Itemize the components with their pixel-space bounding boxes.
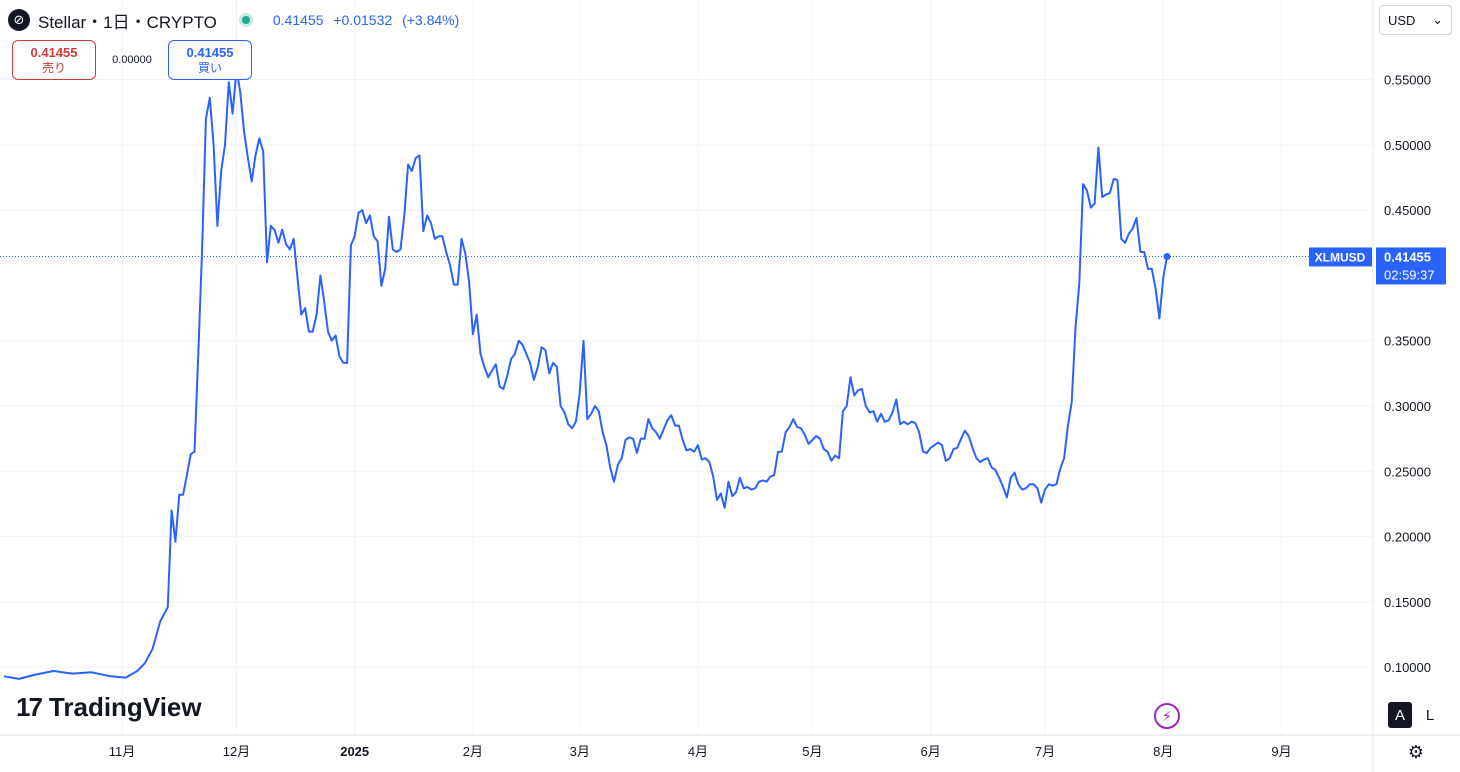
- x-tick-label: 2025: [340, 744, 369, 759]
- symbol-title[interactable]: Stellar・1日・CRYPTO: [38, 12, 217, 32]
- x-tick-label: 12月: [223, 744, 250, 759]
- y-tick-label: 0.20000: [1384, 530, 1431, 545]
- buy-button[interactable]: 0.41455 買い: [168, 40, 252, 80]
- x-tick-label: 5月: [802, 744, 822, 759]
- last-price-label: 0.41455 02:59:37: [1376, 247, 1446, 285]
- y-tick-label: 0.50000: [1384, 138, 1431, 153]
- y-tick-label: 0.25000: [1384, 464, 1431, 479]
- currency-select[interactable]: USD ⌄: [1379, 5, 1452, 35]
- price-value: 0.41455: [272, 12, 324, 28]
- stellar-logo-icon: ⊘: [8, 9, 30, 31]
- y-tick-label: 0.30000: [1384, 399, 1431, 414]
- y-tick-label: 0.10000: [1384, 660, 1431, 675]
- y-tick-label: 0.15000: [1384, 595, 1431, 610]
- last-price-dot: [1163, 252, 1171, 260]
- last-price-label-bg: [1376, 247, 1446, 285]
- currency-value: USD: [1388, 12, 1416, 28]
- countdown-text: 02:59:37: [1384, 267, 1435, 282]
- time-axis[interactable]: 11月 12月 2025 2月 3月 4月 5月 6月 7月 8月 9月: [109, 744, 1292, 759]
- tradingview-mark-icon: 17: [16, 692, 43, 722]
- tradingview-wordmark: TradingView: [48, 692, 202, 722]
- price-axis[interactable]: 0.10000 0.15000 0.20000 0.25000 0.30000 0.350…: [1384, 73, 1431, 675]
- lightning-icon[interactable]: ⚡: [1154, 703, 1180, 729]
- legend-bar: ⊘ Stellar・1日・CRYPTO 0.41455 +0.01532 (+3…: [8, 6, 465, 34]
- sell-button[interactable]: 0.41455 売り: [12, 40, 96, 80]
- chevron-down-icon: ⌄: [1432, 12, 1443, 27]
- y-tick-label: 0.55000: [1384, 73, 1431, 88]
- grid: [0, 0, 1373, 735]
- change-percent: (+3.84%): [402, 12, 460, 28]
- x-tick-label: 4月: [688, 744, 708, 759]
- x-tick-label: 7月: [1035, 744, 1055, 759]
- spread-value: 0.00000: [112, 54, 152, 66]
- y-tick-label: 0.45000: [1384, 203, 1431, 218]
- series-line-xlmusd: [3, 68, 1168, 680]
- ohlc-values: 0.41455 +0.01532 (+3.84%): [273, 12, 465, 28]
- settings-gear-icon[interactable]: ⚙: [1407, 741, 1425, 762]
- x-tick-label: 8月: [1153, 744, 1173, 759]
- symbol-label-bg: [1309, 247, 1372, 267]
- sell-label: 売り: [41, 60, 66, 75]
- tradingview-logo[interactable]: 17 TradingView: [16, 692, 202, 723]
- auto-scale-button[interactable]: A: [1388, 702, 1412, 728]
- symbol-label-text: XLMUSD: [1315, 250, 1366, 264]
- x-tick-label: 6月: [920, 744, 940, 759]
- change-value: +0.01532: [333, 12, 393, 28]
- buy-price: 0.41455: [186, 44, 234, 60]
- x-tick-label: 11月: [109, 744, 136, 759]
- market-open-icon[interactable]: [238, 13, 253, 27]
- trade-buttons: 0.41455 売り 0.00000 0.41455 買い: [12, 40, 252, 80]
- x-tick-label: 3月: [570, 744, 590, 759]
- last-price-label-text: 0.41455: [1384, 249, 1431, 264]
- sell-price: 0.41455: [30, 44, 78, 60]
- buy-label: 買い: [197, 60, 222, 75]
- x-tick-label: 9月: [1271, 744, 1291, 759]
- x-tick-label: 2月: [463, 744, 483, 759]
- log-scale-button[interactable]: L: [1418, 702, 1442, 728]
- symbol-label: XLMUSD: [1309, 247, 1372, 267]
- y-tick-label: 0.35000: [1384, 334, 1431, 349]
